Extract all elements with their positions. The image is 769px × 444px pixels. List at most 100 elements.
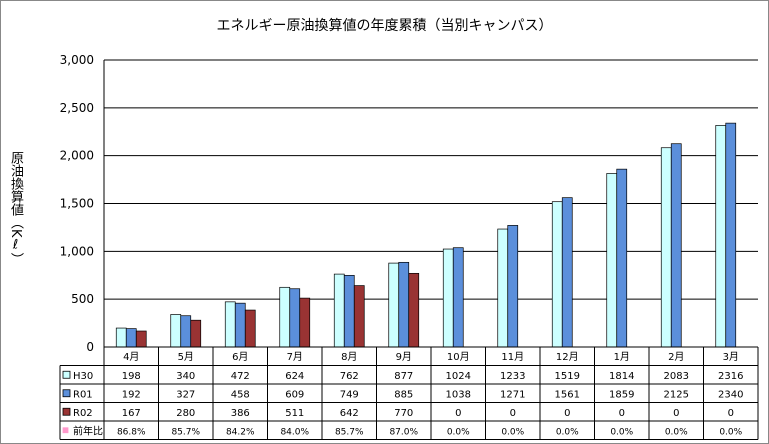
bar-R02 xyxy=(190,319,202,348)
data-label: 0 xyxy=(455,408,461,419)
legend-key-前年比 xyxy=(62,427,69,434)
data-label: 0 xyxy=(619,408,625,419)
x-tick-label: 11月 xyxy=(501,351,524,363)
data-label: 2125 xyxy=(664,389,689,400)
data-label: 0.0% xyxy=(556,427,579,437)
data-label: 0.0% xyxy=(501,427,524,437)
bar-R01 xyxy=(125,328,137,348)
data-label: 1814 xyxy=(609,371,634,382)
y-tick-label: 3,000 xyxy=(60,53,94,67)
data-label: 0 xyxy=(510,408,516,419)
bar-R01 xyxy=(561,197,573,348)
data-label: 472 xyxy=(231,371,250,382)
bar-R01 xyxy=(670,143,682,348)
data-label: 511 xyxy=(285,408,304,419)
bar-H30 xyxy=(115,327,127,348)
data-label: 280 xyxy=(176,408,195,419)
data-label: 86.8% xyxy=(117,427,146,437)
bar-H30 xyxy=(279,286,291,348)
bar-H30 xyxy=(388,262,400,348)
bar-R02 xyxy=(408,272,420,348)
legend-label-H30: H30 xyxy=(73,371,93,382)
data-label: 0.0% xyxy=(719,427,742,437)
bar-R02 xyxy=(244,309,256,348)
data-label: 749 xyxy=(340,389,359,400)
x-tick-label: 7月 xyxy=(287,351,303,363)
data-label: 0.0% xyxy=(610,427,633,437)
bar-R01 xyxy=(616,168,628,348)
data-label: 1859 xyxy=(609,389,634,400)
data-label: 458 xyxy=(231,389,250,400)
data-label: 192 xyxy=(122,389,141,400)
data-label: 327 xyxy=(176,389,195,400)
bar-R01 xyxy=(180,315,192,348)
data-label: 609 xyxy=(285,389,304,400)
data-label: 2083 xyxy=(664,371,689,382)
bar-H30 xyxy=(224,301,236,348)
data-label: 770 xyxy=(394,408,413,419)
bar-H30 xyxy=(442,248,454,348)
data-label: 642 xyxy=(340,408,359,419)
x-tick-label: 4月 xyxy=(123,351,139,363)
y-tick-label: 2,000 xyxy=(60,149,94,163)
x-tick-label: 8月 xyxy=(341,351,357,363)
data-label: 386 xyxy=(231,408,250,419)
x-tick-label: 1月 xyxy=(614,351,630,363)
legend-key-H30 xyxy=(62,370,71,379)
bar-R01 xyxy=(398,261,410,348)
bar-H30 xyxy=(333,273,345,348)
data-label: 167 xyxy=(122,408,141,419)
y-tick-label: 2,500 xyxy=(60,101,94,115)
data-label: 877 xyxy=(394,371,413,382)
data-label: 340 xyxy=(176,371,195,382)
x-tick-label: 12月 xyxy=(556,351,579,363)
bar-R01 xyxy=(289,288,301,348)
bar-R01 xyxy=(507,225,519,348)
data-label: 1024 xyxy=(446,371,471,382)
legend-label-前年比: 前年比 xyxy=(73,424,103,437)
bar-R01 xyxy=(452,247,464,348)
bar-H30 xyxy=(551,201,563,348)
chart-title: エネルギー原油換算値の年度累積（当別キャンパス） xyxy=(216,18,553,34)
data-label: 85.7% xyxy=(171,427,200,437)
data-label: 84.2% xyxy=(226,427,255,437)
data-label: 1561 xyxy=(555,389,580,400)
bar-R02 xyxy=(135,330,147,348)
data-label: 762 xyxy=(340,371,359,382)
bar-H30 xyxy=(715,125,727,348)
x-tick-label: 6月 xyxy=(232,351,248,363)
legend-key-R01 xyxy=(62,389,71,398)
data-label: 0 xyxy=(728,408,734,419)
bar-H30 xyxy=(170,314,182,348)
legend-label-R02: R02 xyxy=(73,408,93,419)
data-label: 1271 xyxy=(500,389,525,400)
data-label: 885 xyxy=(394,389,413,400)
x-tick-label: 2月 xyxy=(668,351,684,363)
data-label: 85.7% xyxy=(335,427,364,437)
y-tick-label: 0 xyxy=(86,340,94,354)
data-label: 87.0% xyxy=(389,427,418,437)
data-label: 198 xyxy=(122,371,141,382)
data-label: 1038 xyxy=(446,389,471,400)
bar-H30 xyxy=(497,228,509,348)
data-label: 84.0% xyxy=(280,427,309,437)
x-tick-label: 9月 xyxy=(396,351,412,363)
bar-R02 xyxy=(299,297,311,348)
legend-label-R01: R01 xyxy=(73,389,93,400)
data-label: 0 xyxy=(564,408,570,419)
y-tick-label: 1,500 xyxy=(60,197,94,211)
data-label: 2316 xyxy=(718,371,743,382)
y-tick-label: 500 xyxy=(71,292,94,306)
data-label: 1233 xyxy=(500,371,525,382)
bar-H30 xyxy=(606,173,618,348)
bar-H30 xyxy=(660,147,672,348)
y-axis-label: 原油換算値（Kℓ） xyxy=(8,151,23,266)
data-label: 0 xyxy=(673,408,679,419)
legend-key-R02 xyxy=(62,407,71,416)
data-label: 0.0% xyxy=(665,427,688,437)
data-label: 1519 xyxy=(555,371,580,382)
bar-R01 xyxy=(725,122,737,348)
x-tick-label: 5月 xyxy=(178,351,194,363)
